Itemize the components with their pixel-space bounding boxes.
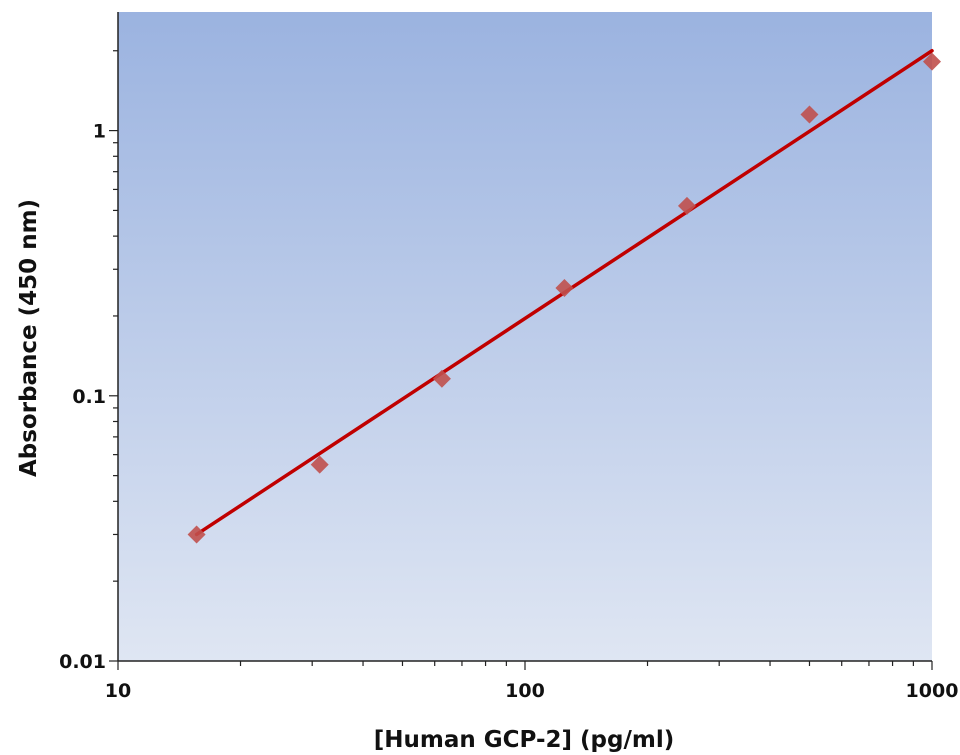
plot-area [118, 12, 932, 661]
data-point [555, 278, 574, 297]
x-tick-label: 1000 [906, 680, 959, 702]
x-axis-title: [Human GCP-2] (pg/ml) [374, 727, 674, 753]
data-point [677, 196, 696, 215]
data-point [310, 455, 329, 474]
data-point [187, 525, 206, 544]
tick-labels: 10 100 1000 0.01 0.1 1 [59, 121, 958, 702]
y-tick-label: 0.1 [72, 386, 106, 408]
x-tick-label: 10 [105, 680, 131, 702]
data-point [432, 369, 451, 388]
data-points [187, 52, 941, 544]
data-point [800, 105, 819, 124]
x-tick-label: 100 [505, 680, 545, 702]
y-tick-label: 0.01 [59, 651, 106, 673]
y-tick-label: 1 [93, 121, 106, 143]
axis-ticks [109, 50, 933, 670]
y-axis-title: Absorbance (450 nm) [16, 199, 42, 477]
data-point [923, 52, 941, 71]
